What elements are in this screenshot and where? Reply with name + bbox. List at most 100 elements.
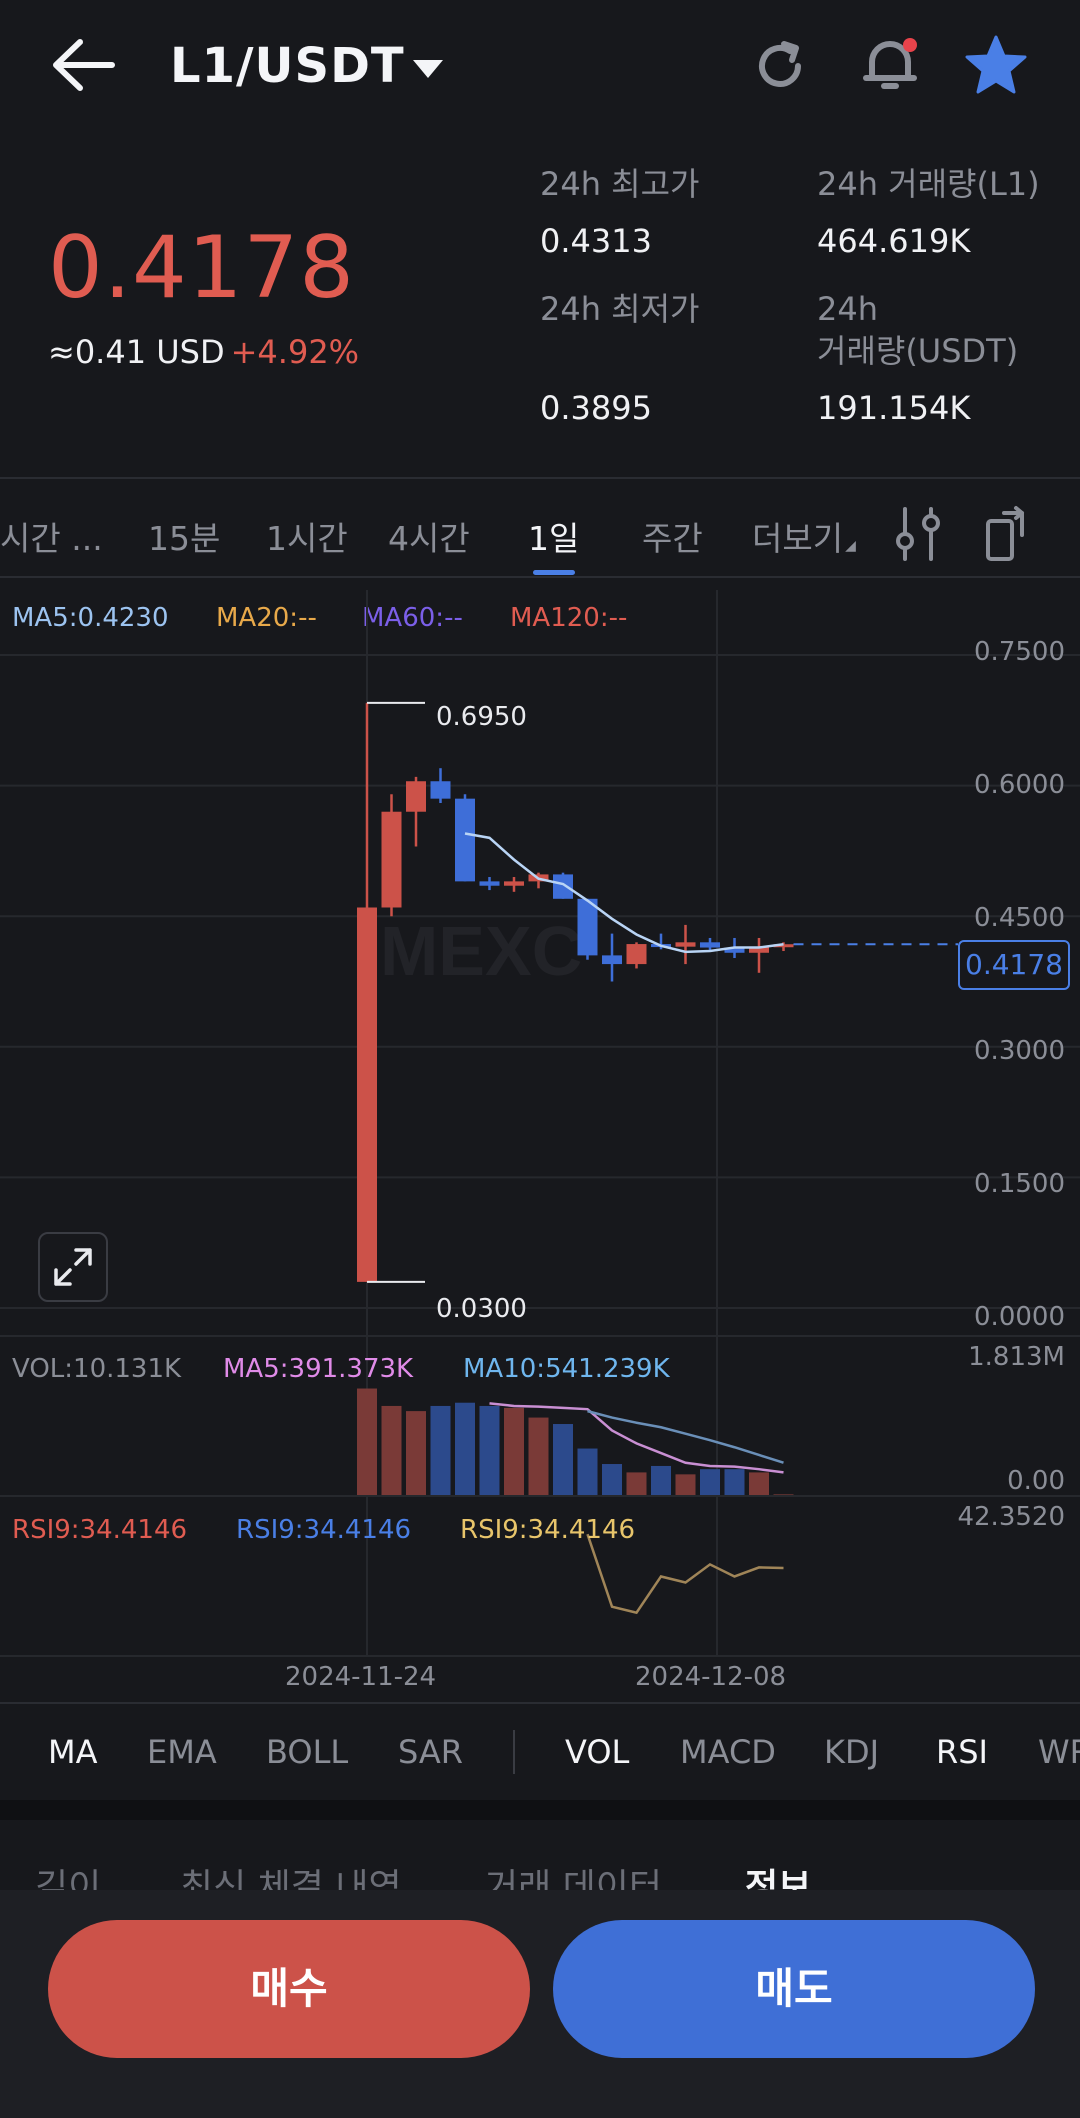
volume-bar bbox=[381, 1405, 402, 1495]
change-percent: +4.92% bbox=[230, 333, 360, 371]
rsi-legend-a: RSI9:34.4146 bbox=[12, 1515, 188, 1545]
volume-quote-value: 191.154K bbox=[817, 389, 971, 427]
candle-body bbox=[724, 947, 745, 953]
volume-quote-label-line2: 거래량(USDT) bbox=[817, 332, 1019, 370]
indicator-tab-boll[interactable]: BOLL bbox=[266, 1733, 349, 1771]
candle-body bbox=[381, 811, 402, 908]
volume-base-value: 464.619K bbox=[817, 222, 971, 260]
bell-icon[interactable] bbox=[858, 32, 922, 96]
pair-selector[interactable]: L1/USDT bbox=[170, 38, 443, 94]
axis-label: 0.3000 bbox=[974, 1036, 1065, 1066]
indicator-tab-macd[interactable]: MACD bbox=[680, 1733, 776, 1771]
rsi-legend-c: RSI9:34.4146 bbox=[460, 1515, 636, 1545]
candle-body bbox=[602, 955, 622, 965]
candle-body bbox=[406, 781, 426, 812]
indicator-settings-icon[interactable] bbox=[895, 505, 941, 561]
tab-1h[interactable]: 1시간 bbox=[266, 519, 348, 558]
tab-1d[interactable]: 1일 bbox=[528, 519, 580, 558]
annotations bbox=[367, 701, 425, 1283]
notification-dot bbox=[903, 38, 917, 52]
price-chart[interactable]: MEXC bbox=[0, 578, 1080, 1698]
ma20-legend: MA20:-- bbox=[216, 603, 317, 633]
tab-more-label: 더보기 bbox=[752, 519, 844, 558]
candle-body bbox=[749, 946, 769, 953]
low-annotation: 0.0300 bbox=[436, 1294, 527, 1324]
triangle-icon: ◢ bbox=[845, 538, 856, 554]
pair-name: L1/USDT bbox=[170, 38, 405, 94]
indicator-tab-kdj[interactable]: KDJ bbox=[824, 1733, 880, 1771]
volume-bar bbox=[651, 1465, 671, 1495]
usd-equivalent: ≈0.41 USD +4.92% bbox=[48, 333, 359, 371]
indicator-tab-ma[interactable]: MA bbox=[48, 1733, 98, 1771]
candle-body bbox=[773, 944, 794, 948]
indicator-tab-ema[interactable]: EMA bbox=[147, 1733, 217, 1771]
ma120-legend: MA120:-- bbox=[510, 603, 628, 633]
fullscreen-button[interactable] bbox=[38, 1232, 108, 1302]
date-label: 2024-11-24 bbox=[285, 1662, 437, 1692]
volume-quote-label-line1: 24h bbox=[817, 290, 878, 328]
rotate-screen-icon[interactable] bbox=[984, 505, 1030, 561]
tab-more[interactable]: 더보기 ◢ bbox=[752, 512, 856, 560]
volume-bar bbox=[626, 1472, 647, 1495]
axis-label: 0.6000 bbox=[974, 770, 1065, 800]
candle-body bbox=[626, 944, 647, 965]
vol-legend: VOL:10.131K bbox=[12, 1354, 182, 1384]
volume-bar bbox=[504, 1407, 524, 1495]
candle-body bbox=[504, 881, 524, 886]
indicator-lines bbox=[464, 832, 958, 1615]
candle-body bbox=[577, 898, 598, 956]
buy-button[interactable]: 매수 bbox=[48, 1920, 530, 2058]
chevron-down-icon bbox=[412, 60, 443, 78]
volume-bars bbox=[357, 1388, 794, 1495]
vol-axis-max: 1.813M bbox=[968, 1342, 1065, 1372]
volume-base-label: 24h 거래량(L1) bbox=[817, 165, 1040, 203]
rsi-axis-max: 42.3520 bbox=[957, 1502, 1065, 1532]
candle-body bbox=[675, 942, 696, 947]
tab-week[interactable]: 주간 bbox=[642, 519, 703, 558]
candle-body bbox=[430, 781, 451, 799]
volume-bar bbox=[553, 1424, 573, 1495]
candle-body bbox=[479, 881, 500, 886]
divider bbox=[0, 576, 1080, 578]
volume-bar bbox=[479, 1405, 500, 1495]
tab-15m[interactable]: 15분 bbox=[148, 519, 221, 558]
axis-label: 0.0000 bbox=[974, 1302, 1065, 1332]
ma60-legend: MA60:-- bbox=[362, 603, 463, 633]
volume-bar bbox=[455, 1402, 475, 1495]
candle-body bbox=[455, 798, 475, 882]
tab-separator bbox=[513, 1730, 515, 1774]
volume-bar bbox=[724, 1469, 745, 1495]
back-arrow-icon[interactable] bbox=[50, 36, 116, 94]
high-annotation: 0.6950 bbox=[436, 702, 527, 732]
candle-body bbox=[357, 907, 377, 1282]
tab-4h[interactable]: 4시간 bbox=[388, 519, 470, 558]
sell-button[interactable]: 매도 bbox=[553, 1920, 1035, 2058]
rsi-legend-b: RSI9:34.4146 bbox=[236, 1515, 412, 1545]
volume-bar bbox=[602, 1464, 622, 1495]
usd-value: ≈0.41 USD bbox=[48, 333, 225, 371]
axis-label: 0.4500 bbox=[974, 903, 1065, 933]
axis-label: 0.7500 bbox=[974, 637, 1065, 667]
volume-bar bbox=[773, 1494, 794, 1495]
indicator-tab-wr[interactable]: WR bbox=[1038, 1733, 1080, 1771]
tab-time[interactable]: 시간 ... bbox=[0, 519, 103, 558]
date-label: 2024-12-08 bbox=[635, 1662, 787, 1692]
volume-bar bbox=[430, 1405, 451, 1495]
low-value: 0.3895 bbox=[540, 389, 652, 427]
volume-bar bbox=[357, 1388, 377, 1495]
low-label: 24h 최저가 bbox=[540, 290, 700, 328]
high-value: 0.4313 bbox=[540, 222, 652, 260]
volume-bar bbox=[700, 1469, 720, 1495]
divider bbox=[0, 1702, 1080, 1704]
indicator-tab-rsi[interactable]: RSI bbox=[936, 1733, 988, 1771]
candles bbox=[357, 702, 794, 1282]
high-label: 24h 최고가 bbox=[540, 165, 700, 203]
candle-body bbox=[700, 942, 720, 948]
indicator-tab-vol[interactable]: VOL bbox=[565, 1733, 630, 1771]
ma5-legend: MA5:0.4230 bbox=[12, 603, 169, 633]
star-icon[interactable] bbox=[964, 34, 1028, 96]
refresh-icon[interactable] bbox=[750, 36, 810, 96]
section-gap bbox=[0, 1800, 1080, 1820]
indicator-tab-sar[interactable]: SAR bbox=[398, 1733, 464, 1771]
current-price-tag: 0.4178 bbox=[958, 940, 1070, 990]
